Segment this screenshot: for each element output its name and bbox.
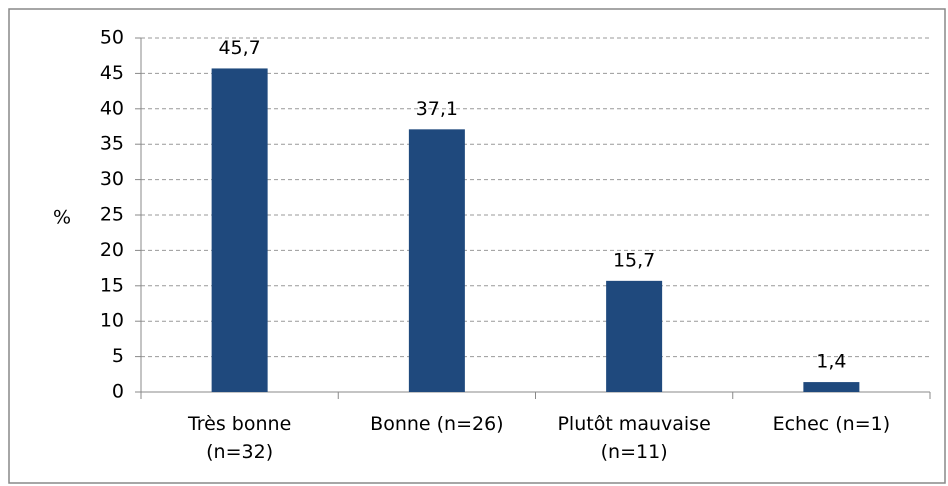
y-tick-label: 10	[100, 310, 124, 332]
chart-frame	[8, 8, 946, 484]
x-tick-label: Bonne (n=26)	[370, 413, 504, 435]
x-tick-label: Plutôt mauvaise (n=11)	[557, 413, 711, 463]
value-label: 37,1	[416, 98, 458, 120]
y-tick-label: 40	[100, 97, 124, 119]
y-tick-label: 20	[100, 239, 124, 261]
bar	[803, 382, 860, 392]
y-tick-label: 25	[100, 204, 124, 226]
x-tick-label: Très bonne (n=32)	[187, 413, 292, 463]
y-tick-label: 15	[100, 274, 124, 296]
y-tick-label: 5	[112, 345, 124, 367]
y-axis-label: %	[53, 207, 71, 229]
x-tick-label: Echec (n=1)	[772, 413, 891, 435]
bar	[408, 129, 465, 392]
y-tick-label: 35	[100, 133, 124, 155]
y-tick-label: 0	[112, 381, 124, 403]
y-tick-label: 45	[100, 62, 124, 84]
bar	[606, 280, 663, 392]
value-label: 1,4	[816, 351, 846, 373]
y-tick-label: 50	[100, 27, 124, 49]
bar	[211, 68, 268, 392]
y-tick-label: 30	[100, 168, 124, 190]
value-label: 45,7	[218, 37, 260, 59]
value-label: 15,7	[613, 249, 655, 271]
